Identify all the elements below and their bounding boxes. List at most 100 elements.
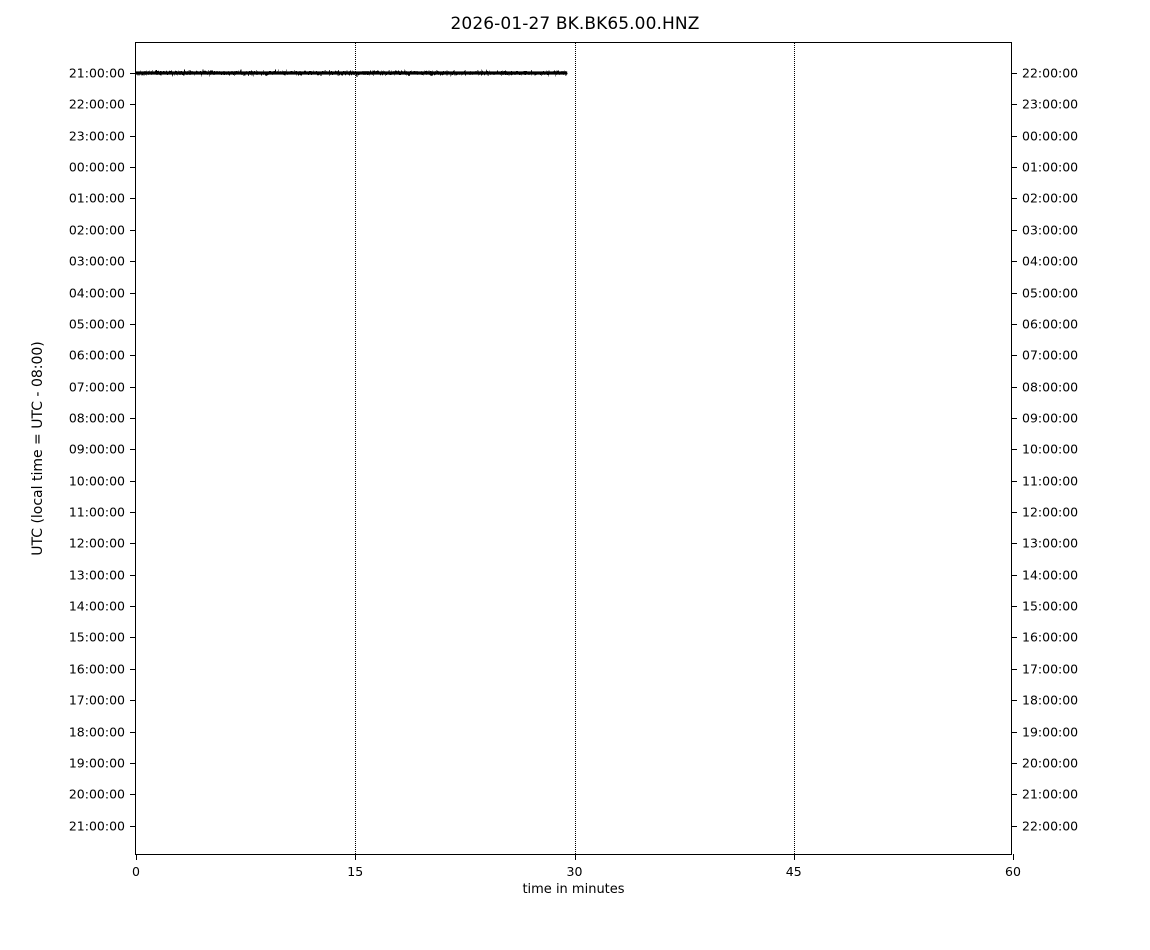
y-tick-label-left: 02:00:00 <box>68 222 125 238</box>
y-tick-left <box>130 794 136 796</box>
seismogram-traces <box>136 43 1013 856</box>
seismogram-trace-core <box>136 71 568 75</box>
x-tick <box>355 854 357 860</box>
y-tick-right <box>1011 355 1017 357</box>
y-tick-label-right: 13:00:00 <box>1022 535 1079 551</box>
y-tick-label-left: 03:00:00 <box>68 253 125 269</box>
y-tick-label-right: 19:00:00 <box>1022 724 1079 740</box>
y-tick-label-left: 14:00:00 <box>68 598 125 614</box>
y-tick-label-right: 06:00:00 <box>1022 316 1079 332</box>
y-tick-right <box>1011 104 1017 106</box>
y-tick-label-right: 11:00:00 <box>1022 473 1079 489</box>
y-tick-left <box>130 512 136 514</box>
y-tick-right <box>1011 229 1017 231</box>
y-tick-left <box>130 543 136 545</box>
y-tick-left <box>130 386 136 388</box>
y-tick-label-left: 21:00:00 <box>68 818 125 834</box>
y-tick-left <box>130 167 136 169</box>
y-tick-label-right: 23:00:00 <box>1022 96 1079 112</box>
page-title: 2026-01-27 BK.BK65.00.HNZ <box>450 14 700 34</box>
y-tick-label-left: 19:00:00 <box>68 755 125 771</box>
y-tick-label-right: 08:00:00 <box>1022 379 1079 395</box>
y-tick-left <box>130 229 136 231</box>
gridline-vertical <box>574 43 576 856</box>
y-tick-label-left: 15:00:00 <box>68 629 125 645</box>
y-tick-label-left: 23:00:00 <box>68 128 125 144</box>
y-tick-label-right: 22:00:00 <box>1022 818 1079 834</box>
y-tick-label-left: 05:00:00 <box>68 316 125 332</box>
y-tick-label-left: 09:00:00 <box>68 441 125 457</box>
y-tick-label-left: 13:00:00 <box>68 567 125 583</box>
y-tick-right <box>1011 512 1017 514</box>
x-tick-label: 15 <box>347 864 364 879</box>
y-tick-label-left: 00:00:00 <box>68 159 125 175</box>
y-tick-left <box>130 700 136 702</box>
y-tick-right <box>1011 292 1017 294</box>
y-tick-right <box>1011 762 1017 764</box>
y-tick-right <box>1011 198 1017 200</box>
y-tick-left <box>130 574 136 576</box>
y-tick-left <box>130 762 136 764</box>
y-tick-right <box>1011 449 1017 451</box>
y-tick-right <box>1011 700 1017 702</box>
y-tick-right <box>1011 417 1017 419</box>
y-tick-left <box>130 825 136 827</box>
y-tick-right <box>1011 480 1017 482</box>
y-tick-left <box>130 355 136 357</box>
y-tick-label-right: 16:00:00 <box>1022 629 1079 645</box>
y-axis-title: UTC (local time = UTC - 08:00) <box>30 341 46 556</box>
y-tick-left <box>130 637 136 639</box>
y-tick-label-right: 21:00:00 <box>1022 786 1079 802</box>
y-tick-label-left: 07:00:00 <box>68 379 125 395</box>
y-tick-right <box>1011 731 1017 733</box>
y-tick-label-left: 11:00:00 <box>68 504 125 520</box>
trace-svg <box>136 68 568 78</box>
gridline-vertical <box>793 43 795 856</box>
y-tick-label-right: 10:00:00 <box>1022 441 1079 457</box>
y-tick-label-left: 18:00:00 <box>68 724 125 740</box>
y-tick-label-right: 04:00:00 <box>1022 253 1079 269</box>
y-tick-left <box>130 417 136 419</box>
y-tick-label-right: 07:00:00 <box>1022 347 1079 363</box>
y-tick-right <box>1011 73 1017 74</box>
y-tick-left <box>130 198 136 200</box>
y-tick-label-right: 17:00:00 <box>1022 661 1079 677</box>
y-tick-label-left: 16:00:00 <box>68 661 125 677</box>
y-tick-label-left: 12:00:00 <box>68 535 125 551</box>
y-tick-label-right: 05:00:00 <box>1022 285 1079 301</box>
y-tick-label-left: 08:00:00 <box>68 410 125 426</box>
y-tick-right <box>1011 543 1017 545</box>
y-tick-label-left: 04:00:00 <box>68 285 125 301</box>
y-tick-right <box>1011 167 1017 169</box>
y-tick-label-left: 22:00:00 <box>68 96 125 112</box>
y-tick-left <box>130 606 136 608</box>
y-tick-label-left: 20:00:00 <box>68 786 125 802</box>
y-tick-label-right: 14:00:00 <box>1022 567 1079 583</box>
y-tick-label-left: 10:00:00 <box>68 473 125 489</box>
y-tick-label-right: 09:00:00 <box>1022 410 1079 426</box>
y-tick-label-right: 22:00:00 <box>1022 65 1079 81</box>
y-tick-label-left: 21:00:00 <box>68 65 125 81</box>
y-tick-right <box>1011 637 1017 639</box>
y-tick-right <box>1011 135 1017 137</box>
y-tick-left <box>130 668 136 670</box>
x-tick-label: 0 <box>132 864 140 879</box>
y-tick-label-right: 20:00:00 <box>1022 755 1079 771</box>
y-tick-right <box>1011 794 1017 796</box>
y-tick-left <box>130 292 136 294</box>
plot-area: 21:00:00 22:00:00 23:00:00 00:00:00 01:00:00… <box>69 42 1078 879</box>
y-tick-left <box>130 323 136 325</box>
y-tick-left <box>130 731 136 733</box>
y-tick-label-right: 03:00:00 <box>1022 222 1079 238</box>
y-tick-label-left: 17:00:00 <box>68 692 125 708</box>
gridline-vertical <box>355 43 357 856</box>
y-tick-left <box>130 261 136 263</box>
x-tick <box>136 854 137 860</box>
y-tick-right <box>1011 825 1017 827</box>
x-tick-label: 45 <box>785 864 802 879</box>
y-tick-label-right: 15:00:00 <box>1022 598 1079 614</box>
y-tick-right <box>1011 606 1017 608</box>
y-tick-label-right: 01:00:00 <box>1022 159 1079 175</box>
y-tick-left <box>130 73 136 74</box>
